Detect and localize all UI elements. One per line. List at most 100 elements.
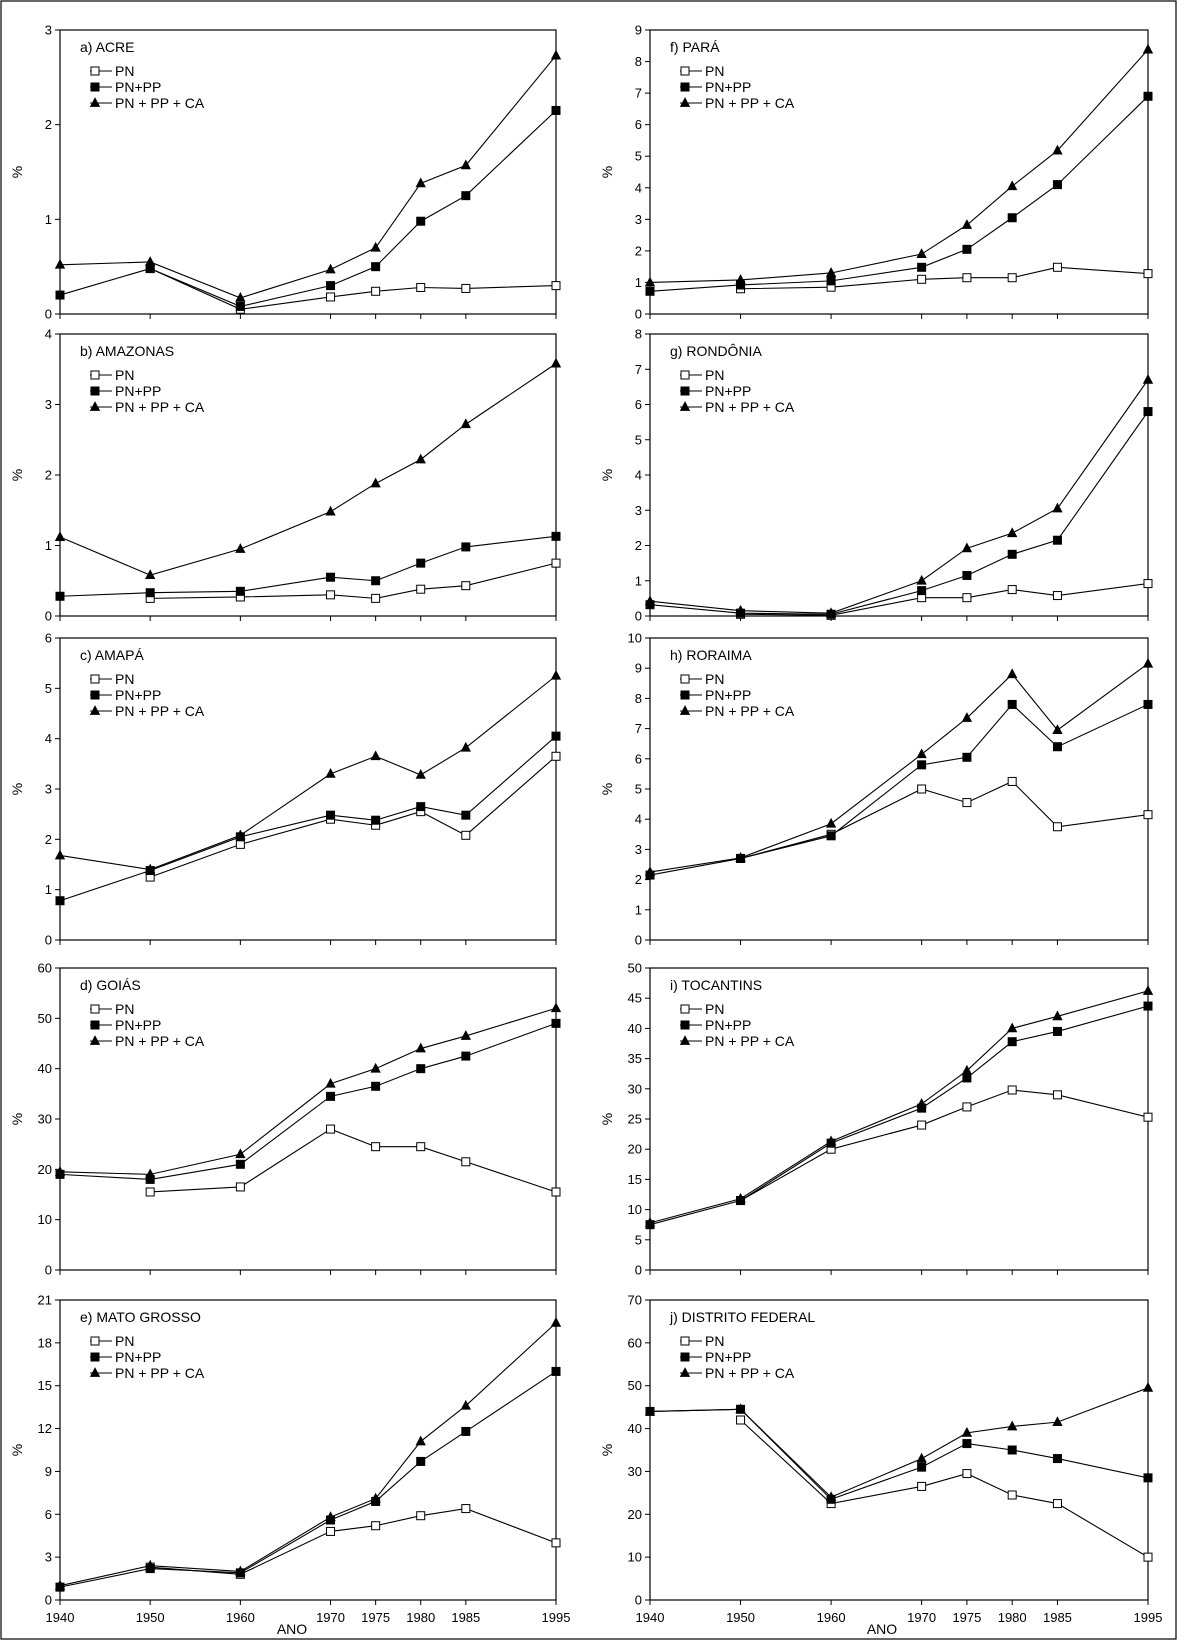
data-point	[415, 769, 426, 779]
x-tick-label: 1995	[542, 1610, 571, 1625]
plot-area-frame	[649, 1299, 1149, 1601]
x-tick-label: 1950	[136, 1610, 165, 1625]
y-tick-label: 10	[38, 1212, 52, 1227]
data-point	[235, 543, 246, 553]
y-tick-label: 0	[635, 933, 642, 948]
y-tick-label: 4	[635, 812, 642, 827]
data-point	[917, 586, 927, 596]
data-point	[235, 1182, 245, 1192]
data-point	[1143, 810, 1153, 820]
y-tick-label: 0	[45, 1263, 52, 1278]
legend-entry: PN + PP + CA	[679, 1033, 795, 1049]
data-point	[326, 281, 336, 291]
legend-label: PN+PP	[705, 383, 751, 399]
y-tick-label: 2	[635, 872, 642, 887]
series-3	[644, 373, 1154, 618]
data-point	[371, 262, 381, 272]
data-point	[145, 1187, 155, 1197]
y-tick-label: 50	[628, 1378, 642, 1393]
data-point	[235, 301, 245, 311]
y-tick-label: 8	[635, 691, 642, 706]
data-point	[461, 542, 471, 552]
x-tick-label: 1970	[316, 1610, 345, 1625]
y-tick-label: 50	[38, 1011, 52, 1026]
legend-label: PN + PP + CA	[115, 1365, 205, 1381]
x-tick-label: 1980	[406, 1610, 435, 1625]
y-tick-label: 7	[635, 86, 642, 101]
chart-title: h) RORAIMA	[670, 647, 752, 663]
data-point	[550, 49, 562, 60]
data-point	[325, 1511, 336, 1522]
data-point	[550, 669, 562, 680]
legend-label: PN	[115, 671, 134, 687]
data-point	[54, 849, 66, 860]
legend-marker	[680, 1004, 690, 1014]
x-tick-label: 1960	[226, 1610, 255, 1625]
data-point	[461, 191, 471, 201]
legend-marker	[89, 97, 101, 107]
legend-label: PN + PP + CA	[705, 95, 795, 111]
series-line	[649, 1005, 1149, 1226]
data-point	[550, 1317, 562, 1327]
legend-entry: PN + PP + CA	[89, 703, 205, 719]
data-point	[1007, 1420, 1018, 1431]
data-point	[1143, 269, 1153, 279]
data-point	[826, 831, 836, 841]
data-point	[825, 1491, 837, 1502]
data-point	[416, 584, 426, 594]
y-tick-label: 0	[45, 1593, 52, 1608]
legend-marker	[89, 401, 101, 411]
legend-entry: PN	[90, 1333, 134, 1349]
data-point	[145, 1559, 156, 1570]
data-point	[551, 105, 561, 115]
series-line	[59, 735, 557, 902]
legend-marker	[90, 386, 100, 396]
data-point	[1052, 591, 1062, 601]
data-point	[1052, 1499, 1062, 1509]
y-tick-label: 3	[45, 1550, 52, 1565]
series-2	[55, 105, 561, 311]
data-point	[235, 839, 245, 849]
legend-marker	[90, 690, 100, 700]
series-line	[649, 1387, 1149, 1498]
data-point	[370, 1062, 381, 1073]
legend-marker	[680, 1336, 690, 1346]
data-point	[735, 604, 746, 615]
data-point	[54, 531, 66, 541]
y-tick-label: 2	[45, 117, 52, 132]
data-point	[371, 1142, 381, 1152]
data-point	[325, 263, 336, 274]
series-3	[54, 1317, 562, 1590]
data-point	[550, 1002, 562, 1013]
y-tick-label: 1	[635, 902, 642, 917]
data-point	[371, 286, 381, 296]
legend-marker	[679, 401, 691, 411]
data-point	[325, 505, 336, 516]
data-point	[371, 1081, 381, 1091]
legend-entry: PN + PP + CA	[679, 399, 795, 415]
y-tick-label: 7	[635, 721, 642, 736]
data-point	[1052, 1454, 1062, 1464]
data-point	[416, 558, 426, 568]
data-point	[1142, 985, 1154, 995]
data-point	[461, 283, 471, 293]
legend-marker	[90, 370, 100, 380]
legend-marker	[89, 705, 101, 715]
chart-title: c) AMAPÁ	[80, 647, 144, 663]
y-tick-label: 3	[635, 503, 642, 518]
data-point	[1143, 1112, 1153, 1122]
series-2	[645, 91, 1153, 296]
data-point	[460, 159, 471, 170]
y-tick-label: 4	[45, 327, 52, 342]
series-3	[54, 1002, 562, 1179]
legend-entry: PN+PP	[90, 1349, 161, 1365]
data-point	[1142, 43, 1154, 54]
data-point	[461, 1504, 471, 1514]
data-point	[235, 1159, 245, 1169]
data-point	[371, 815, 381, 825]
legend-marker	[679, 97, 691, 107]
y-tick-label: 70	[628, 1293, 642, 1308]
data-point	[370, 750, 381, 761]
legend-label: PN+PP	[705, 79, 751, 95]
data-point	[825, 267, 837, 277]
